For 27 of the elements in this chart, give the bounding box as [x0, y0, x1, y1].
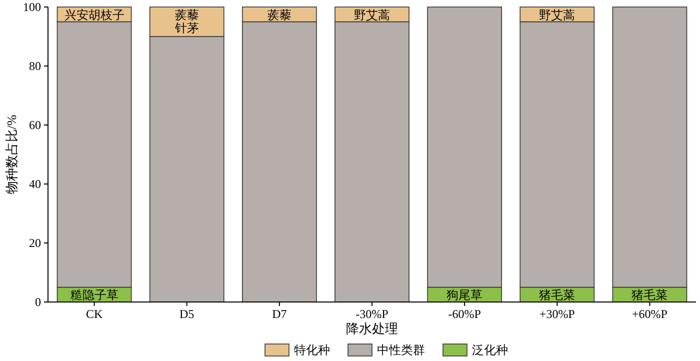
data-label: 野艾蒿	[539, 8, 576, 22]
x-tick-label: -30%P	[356, 307, 389, 321]
x-tick-label: D7	[272, 307, 287, 321]
y-axis-title: 物种数占比/%	[4, 114, 19, 194]
y-tick-label: 20	[29, 236, 41, 250]
data-label: 蒺藜针茅	[174, 8, 200, 35]
data-label: 猪毛菜	[632, 288, 668, 302]
data-label: 狗尾草	[446, 288, 483, 302]
y-tick-label: 40	[29, 177, 41, 191]
x-tick-label: D5	[180, 307, 194, 321]
legend-label: 泛化种	[472, 343, 508, 357]
data-label: 猪毛菜	[539, 288, 576, 302]
data-label: 野艾蒿	[354, 8, 390, 22]
x-tick-label: -60%P	[448, 307, 482, 321]
data-label: 糙隐子草	[70, 288, 118, 302]
legend-label: 中性类群	[377, 343, 425, 357]
x-tick-label: +30%P	[539, 307, 576, 321]
y-tick-label: 60	[29, 118, 41, 132]
y-tick-label: 100	[23, 0, 41, 14]
y-tick-label: 0	[35, 295, 41, 309]
data-label: 蒺藜	[267, 8, 292, 22]
x-axis-title: 降水处理	[346, 321, 398, 336]
y-tick-label: 80	[29, 59, 41, 73]
data-label: 兴安胡枝子	[64, 8, 124, 22]
x-tick-label: CK	[86, 307, 103, 321]
x-tick-label: +60%P	[632, 307, 668, 321]
legend-label: 特化种	[294, 343, 330, 357]
